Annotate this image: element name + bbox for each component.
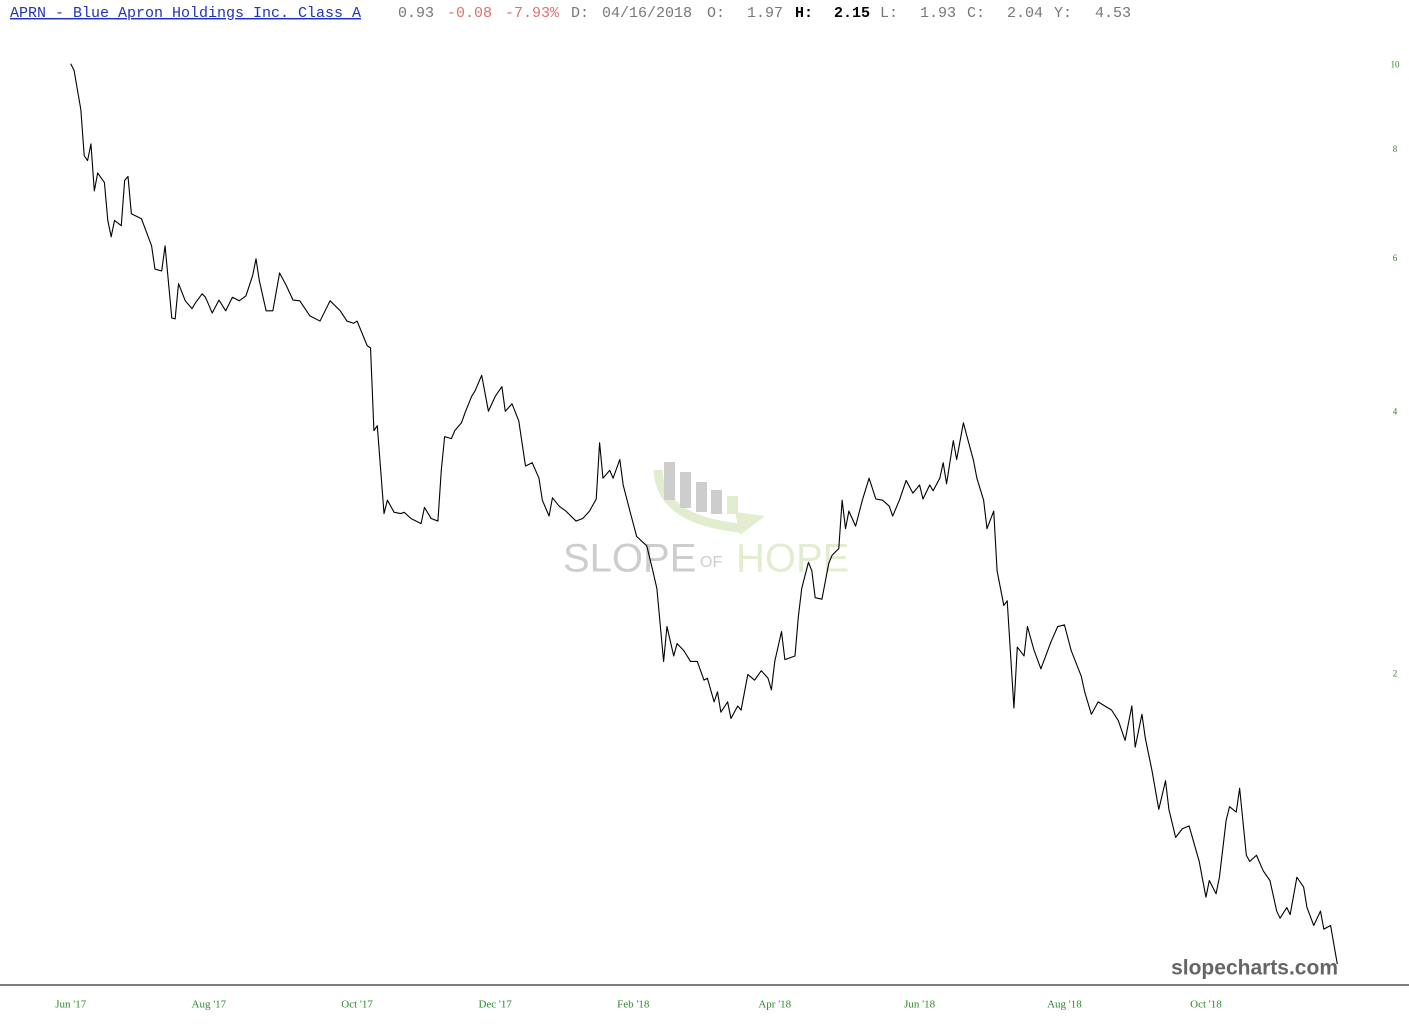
watermark-word: HOPE — [736, 537, 849, 581]
change-percent: -7.93% — [505, 5, 560, 22]
x-tick-label: Oct '18 — [1190, 999, 1222, 1011]
date: 04/16/2018 — [602, 5, 692, 22]
logo-arc — [653, 469, 741, 533]
header: APRN - Blue Apron Holdings Inc. Class A … — [10, 5, 1131, 22]
x-tick-label: Jun '18 — [904, 999, 936, 1011]
open-label: O: — [707, 5, 725, 22]
logo-bar — [680, 472, 691, 508]
y-tick-label: 10 — [1391, 60, 1401, 70]
high-label: H: — [795, 5, 813, 22]
low: 1.93 — [920, 5, 956, 22]
x-tick-label: Aug '18 — [1047, 999, 1082, 1011]
x-tick-label: Dec '17 — [478, 999, 512, 1011]
open: 1.97 — [747, 5, 783, 22]
change: -0.08 — [447, 5, 492, 22]
x-tick-label: Aug '17 — [192, 999, 227, 1011]
y-tick-label: 2 — [1393, 668, 1398, 678]
prev: 4.53 — [1095, 5, 1131, 22]
y-tick-label: 4 — [1393, 406, 1398, 416]
logo-bar — [711, 490, 722, 514]
logo-bar — [727, 496, 738, 514]
price-line — [70, 63, 1338, 965]
logo-bar — [696, 482, 707, 512]
low-label: L: — [880, 5, 898, 22]
site-label: slopecharts.com — [1171, 957, 1338, 980]
high: 2.15 — [834, 5, 870, 22]
last-price: 0.93 — [398, 5, 434, 22]
close-label: C: — [967, 5, 985, 22]
watermark-word: OF — [700, 554, 722, 571]
symbol-link[interactable]: APRN - Blue Apron Holdings Inc. Class A — [10, 5, 361, 22]
x-tick-label: Oct '17 — [341, 999, 373, 1011]
plot-area — [70, 63, 1338, 965]
logo-bar — [664, 462, 675, 500]
x-tick-label: Jun '17 — [55, 999, 87, 1011]
y-tick-label: 8 — [1393, 144, 1398, 154]
watermark-word: SLOPE — [563, 537, 696, 581]
ticks: 10 8 6 4 2 Jun '17 Aug '17 Oct '17 Dec '17 Feb '1… — [55, 60, 1400, 1011]
close: 2.04 — [1007, 5, 1043, 22]
date-label: D: — [571, 5, 589, 22]
logo-arrow — [735, 512, 765, 535]
x-tick-label: Feb '18 — [617, 999, 650, 1011]
x-tick-label: Apr '18 — [758, 999, 791, 1011]
prev-label: Y: — [1054, 5, 1072, 22]
y-tick-label: 6 — [1393, 253, 1398, 263]
watermark: SLOPE OF HOPE slopecharts.com — [563, 462, 1338, 980]
